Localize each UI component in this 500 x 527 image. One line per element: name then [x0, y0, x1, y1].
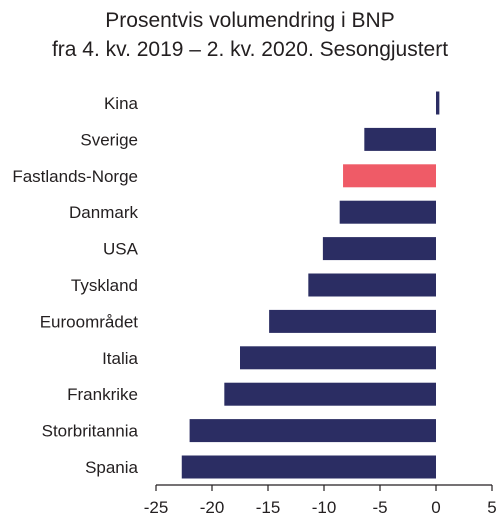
- x-tick-label-2: -15: [256, 498, 281, 517]
- bar-danmark: [339, 200, 436, 224]
- category-label-danmark: Danmark: [69, 203, 138, 222]
- x-axis: -25 -20 -15 -10 -5 0 5: [144, 484, 497, 517]
- category-label-frankrike: Frankrike: [67, 385, 138, 404]
- bar-spania: [181, 455, 436, 479]
- category-label-spania: Spania: [85, 458, 138, 477]
- bars-group: [181, 91, 440, 479]
- category-label-tyskland: Tyskland: [71, 276, 138, 295]
- bar-fastlands-norge: [343, 164, 436, 188]
- bar-usa: [322, 237, 436, 261]
- x-tick-label-0: -25: [144, 498, 169, 517]
- category-labels-group: Kina Sverige Fastlands-Norge Danmark USA Tysk…: [12, 94, 138, 477]
- bar-sverige: [364, 127, 436, 151]
- x-tick-label-6: 5: [487, 498, 496, 517]
- bar-tyskland: [308, 273, 436, 297]
- category-label-euroomradet: Euroområdet: [40, 312, 139, 331]
- bar-kina: [436, 91, 440, 115]
- x-tick-label-1: -20: [200, 498, 225, 517]
- chart-title: Prosentvis volumendring i BNP fra 4. kv.…: [0, 6, 500, 64]
- bar-euroomradet: [269, 309, 436, 333]
- bar-italia: [240, 346, 436, 370]
- category-label-sverige: Sverige: [80, 130, 138, 149]
- category-label-kina: Kina: [104, 94, 139, 113]
- bar-storbritannia: [189, 419, 436, 443]
- category-label-usa: USA: [103, 240, 139, 259]
- category-label-italia: Italia: [102, 349, 138, 368]
- category-label-storbritannia: Storbritannia: [42, 422, 139, 441]
- x-tick-label-3: -10: [312, 498, 337, 517]
- x-tick-label-5: 0: [431, 498, 440, 517]
- chart-title-line-2: fra 4. kv. 2019 – 2. kv. 2020. Sesongjus…: [51, 38, 449, 61]
- x-tick-label-4: -5: [372, 498, 387, 517]
- chart-title-line-1: Prosentvis volumendring i BNP: [105, 9, 395, 32]
- category-label-fastlands-norge: Fastlands-Norge: [12, 167, 138, 186]
- bar-frankrike: [224, 382, 436, 406]
